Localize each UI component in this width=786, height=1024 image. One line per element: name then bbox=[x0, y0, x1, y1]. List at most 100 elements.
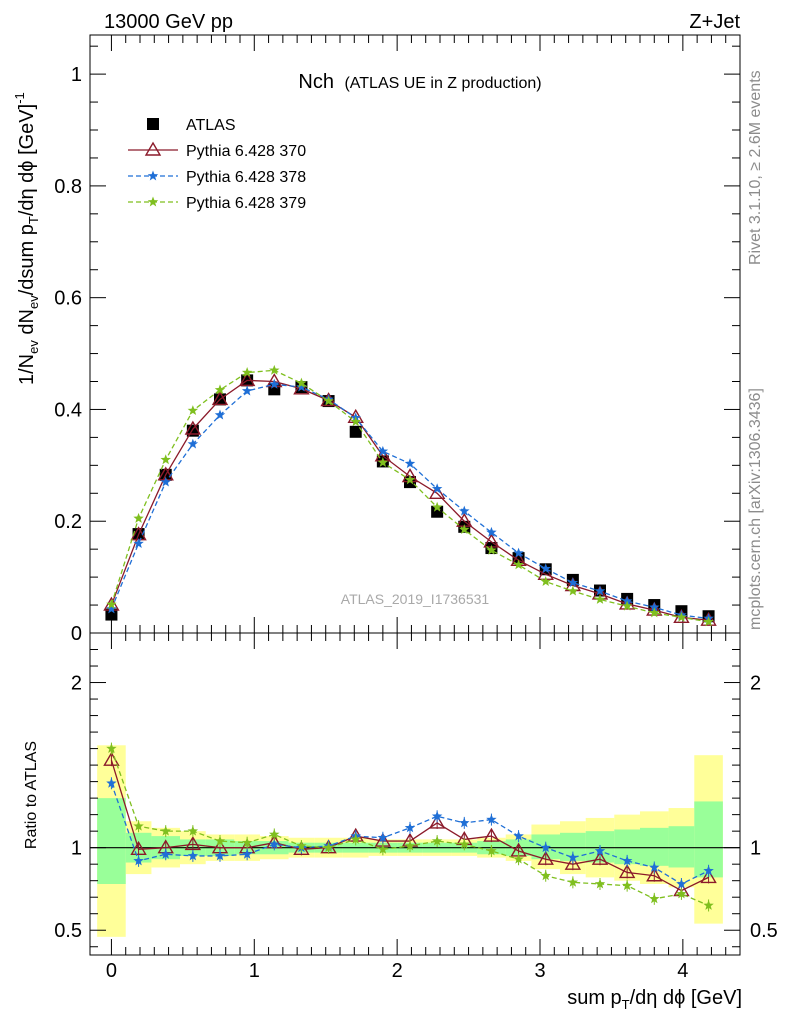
ratio-point bbox=[160, 848, 171, 859]
main-point bbox=[214, 384, 226, 395]
ratio-point bbox=[540, 870, 551, 881]
main-point bbox=[404, 458, 416, 469]
ratio-point bbox=[591, 850, 609, 865]
x-tick-label: 2 bbox=[392, 960, 403, 982]
ratio-tick-labels: 0.5 0.5 1 1 2 2 0 1 2 3 4 bbox=[54, 673, 778, 982]
legend-marker bbox=[147, 170, 159, 181]
main-point bbox=[269, 364, 280, 375]
legend: ATLAS Pythia 6.428 370 Pythia 6.428 378 Pyt… bbox=[128, 117, 306, 212]
main-point bbox=[594, 593, 606, 604]
ratio-y-tick-label-right: 1 bbox=[750, 838, 761, 860]
main-point bbox=[431, 483, 443, 494]
main-y-tick-label: 1 bbox=[71, 64, 82, 86]
main-point bbox=[621, 595, 633, 606]
main-point bbox=[160, 476, 171, 487]
ratio-point bbox=[184, 835, 202, 851]
ratio-point bbox=[703, 865, 714, 876]
ratio-point bbox=[700, 869, 717, 884]
ratio-point bbox=[676, 888, 687, 899]
ratio-point bbox=[323, 842, 334, 853]
ratio-point bbox=[513, 853, 524, 864]
ratio-point bbox=[483, 827, 500, 842]
legend-label: Pythia 6.428 379 bbox=[186, 195, 306, 212]
ratio-axis-ticks bbox=[90, 633, 740, 955]
main-point bbox=[618, 595, 636, 610]
ratio-point bbox=[130, 840, 147, 856]
ratio-point bbox=[187, 850, 199, 861]
main-tick-labels: 0 0.2 0.4 0.6 0.8 1 bbox=[54, 64, 82, 645]
main-y-tick-label: 0.4 bbox=[54, 399, 82, 421]
main-point bbox=[184, 420, 202, 435]
main-point bbox=[350, 416, 361, 427]
x-tick-label: 0 bbox=[106, 960, 117, 982]
main-point bbox=[187, 405, 199, 416]
ratio-point bbox=[564, 855, 582, 870]
main-y-tick-label: 0.2 bbox=[54, 511, 82, 533]
ratio-point bbox=[404, 840, 416, 851]
main-point bbox=[700, 611, 717, 626]
analysis-watermark: ATLAS_2019_I1736531 bbox=[341, 591, 490, 607]
ratio-ylabel: Ratio to ATLAS bbox=[23, 741, 40, 849]
ratio-point bbox=[106, 743, 117, 754]
legend-marker bbox=[147, 118, 159, 130]
main-point bbox=[459, 524, 470, 535]
main-point bbox=[649, 601, 660, 612]
main-point bbox=[567, 577, 579, 588]
ratio-point bbox=[241, 837, 253, 848]
ratio-point bbox=[567, 852, 579, 863]
band-green-bin bbox=[694, 801, 723, 878]
main-point bbox=[133, 512, 144, 523]
ratio-point bbox=[431, 835, 443, 846]
band-green-bin bbox=[668, 826, 695, 868]
main-point bbox=[296, 377, 307, 388]
ratio-point bbox=[703, 899, 714, 910]
main-point bbox=[241, 367, 253, 378]
main-point bbox=[106, 599, 117, 609]
ratio-point bbox=[649, 861, 660, 872]
ratio-point bbox=[133, 820, 144, 831]
ratio-y-tick-label: 1 bbox=[71, 838, 82, 860]
main-point bbox=[296, 381, 307, 392]
header-left: 13000 GeV pp bbox=[104, 11, 233, 33]
main-y-tick-label: 0.6 bbox=[54, 288, 82, 310]
ratio-point bbox=[459, 838, 470, 849]
main-point bbox=[486, 526, 497, 537]
ratio-point bbox=[594, 878, 606, 889]
main-point bbox=[106, 603, 117, 614]
ratio-point bbox=[133, 855, 144, 866]
ratio-point bbox=[214, 835, 226, 846]
ratio-point bbox=[649, 893, 660, 904]
x-tick-label: 1 bbox=[249, 960, 260, 982]
main-y-tick-label: 0 bbox=[71, 623, 82, 645]
header-right: Z+Jet bbox=[689, 11, 740, 33]
main-point bbox=[187, 438, 199, 449]
main-point bbox=[594, 585, 606, 596]
rivet-version-label: Rivet 3.1.10, ≥ 2.6M events bbox=[747, 70, 764, 265]
ratio-point bbox=[621, 880, 633, 891]
ratio-y-tick-label-right: 0.5 bbox=[750, 920, 778, 942]
legend-label: Pythia 6.428 378 bbox=[186, 169, 306, 186]
ratio-point bbox=[646, 867, 663, 882]
main-point bbox=[377, 445, 389, 456]
ratio-point bbox=[106, 777, 117, 788]
ratio-point bbox=[459, 817, 470, 828]
main-point bbox=[459, 505, 470, 516]
main-point bbox=[377, 457, 389, 467]
mcplots-label: mcplots.cern.ch [arXiv:1306.3436] bbox=[747, 388, 764, 630]
main-point bbox=[513, 547, 524, 558]
main-point bbox=[431, 505, 444, 518]
main-point bbox=[211, 390, 229, 406]
main-point bbox=[160, 454, 171, 465]
ratio-point bbox=[404, 822, 416, 833]
band-green-bin bbox=[97, 798, 126, 884]
main-point bbox=[431, 501, 443, 512]
legend-label: ATLAS bbox=[186, 117, 236, 134]
main-point bbox=[513, 559, 524, 570]
ratio-point bbox=[676, 878, 687, 889]
main-point bbox=[486, 544, 497, 555]
main-point bbox=[238, 371, 256, 387]
ratio-point bbox=[486, 845, 497, 856]
main-point bbox=[567, 585, 579, 596]
band-green-bin bbox=[640, 827, 669, 866]
